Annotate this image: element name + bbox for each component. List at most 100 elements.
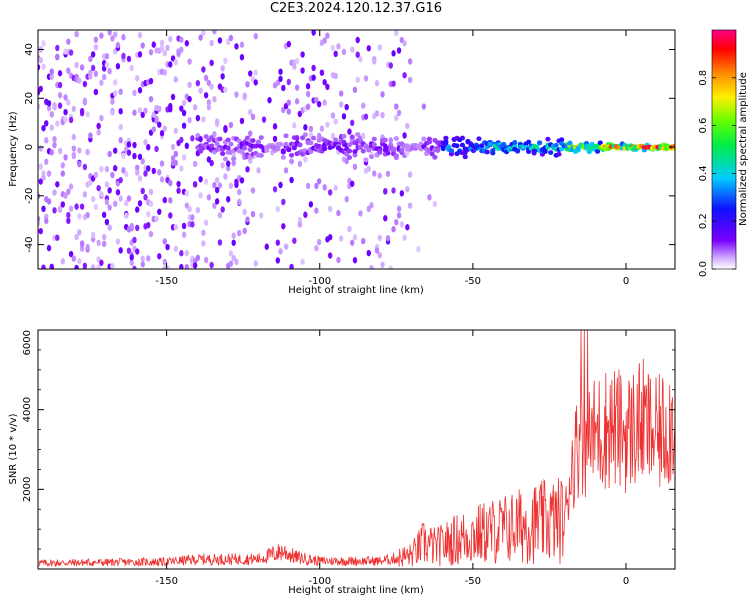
spectrogram-cell xyxy=(104,52,110,60)
spectrogram-cell xyxy=(107,150,112,158)
spectrogram-cell xyxy=(168,35,173,43)
spectrogram-cell xyxy=(173,245,179,253)
snr-x-axis: -150 -100 -50 0 xyxy=(155,330,629,587)
snr-y-axis: 2000 4000 6000 xyxy=(22,329,675,550)
spectrogram-cell xyxy=(358,210,363,217)
spectrogram-cell xyxy=(407,202,413,209)
spectrogram-cell xyxy=(38,57,43,64)
spectrogram-cell xyxy=(220,73,225,80)
spectrogram-cell xyxy=(135,164,140,171)
spectrogram-cell xyxy=(380,111,385,119)
spectrogram-cell xyxy=(383,188,388,195)
spectrogram-cell xyxy=(228,141,234,147)
spectrogram-cell xyxy=(170,143,176,151)
spectrogram-x-tick-label: -150 xyxy=(155,276,178,287)
spectrogram-cell xyxy=(346,155,353,160)
spectrogram-cell xyxy=(132,89,137,97)
spectrogram-cell xyxy=(462,154,468,160)
spectrogram-cell xyxy=(214,118,220,125)
spectrogram-cell xyxy=(71,133,77,141)
spectrogram-cell xyxy=(38,178,43,185)
spectrogram-cell xyxy=(104,199,110,206)
spectrogram-cell xyxy=(330,44,336,52)
spectrogram-cell xyxy=(57,205,63,212)
spectrogram-cell xyxy=(388,265,393,269)
spectrogram-cell xyxy=(148,49,154,56)
spectrogram-cell xyxy=(157,169,162,176)
spectrogram-cell xyxy=(157,105,162,113)
spectrogram-cell xyxy=(286,78,292,86)
spectrogram-cell xyxy=(355,76,360,83)
spectrogram-cell xyxy=(223,86,228,94)
spectrogram-cell xyxy=(101,240,107,248)
spectrogram-cell xyxy=(314,182,319,190)
spectrogram-cell xyxy=(151,167,156,175)
spectrogram-cell xyxy=(201,240,206,247)
spectrogram-cell xyxy=(432,154,438,160)
spectrogram-cell xyxy=(374,110,380,117)
spectrogram-cell xyxy=(110,98,115,105)
spectrogram-cell xyxy=(126,247,132,254)
spectrogram-cell xyxy=(162,69,167,76)
spectrogram-cell xyxy=(448,151,455,157)
spectrogram-cell xyxy=(366,249,371,257)
spectrogram-cell xyxy=(258,153,264,158)
spectrogram-y-tick-label: 20 xyxy=(24,92,35,105)
spectrogram-cell xyxy=(286,147,292,153)
spectrogram-cell xyxy=(124,199,129,207)
spectrogram-cell xyxy=(60,162,66,169)
spectrogram-cell xyxy=(316,238,322,246)
spectrogram-cell xyxy=(66,38,71,45)
spectrogram-cell xyxy=(341,113,347,120)
spectrogram-cell xyxy=(377,44,382,51)
spectrogram-cell xyxy=(192,104,198,111)
spectrogram-cell xyxy=(374,247,380,254)
spectrogram-cell xyxy=(308,125,314,133)
spectrogram-cell xyxy=(405,185,410,193)
spectrogram-cell xyxy=(82,163,88,171)
spectrogram-cell xyxy=(209,59,214,67)
spectrogram-cell xyxy=(151,126,156,133)
spectrogram-cell xyxy=(385,235,391,242)
spectrogram-y-axis: -40 -20 0 20 40 xyxy=(24,43,675,253)
spectrogram-cell xyxy=(170,55,176,62)
spectrogram-cell xyxy=(44,120,49,127)
spectrogram-cell xyxy=(344,103,349,111)
spectrogram-cell xyxy=(322,79,327,86)
spectrogram-cell xyxy=(361,237,366,245)
spectrogram-cell xyxy=(168,197,173,204)
spectrogram-cell xyxy=(225,165,231,172)
spectrogram-cell xyxy=(93,70,99,77)
spectrogram-cell xyxy=(220,206,225,213)
spectrogram-cell xyxy=(88,69,93,76)
spectrogram-cell xyxy=(377,251,382,259)
spectrogram-cell xyxy=(104,61,110,69)
spectrogram-cell xyxy=(368,154,375,160)
spectrogram-cell xyxy=(52,207,57,214)
spectrogram-cell xyxy=(350,180,355,187)
spectrogram-cell xyxy=(132,141,137,149)
spectrogram-cell xyxy=(363,75,369,82)
spectrogram-cell xyxy=(429,151,435,157)
spectrogram-cell xyxy=(179,36,184,43)
spectrogram-cell xyxy=(399,221,405,228)
spectrogram-cell xyxy=(195,206,201,214)
spectrogram-cell xyxy=(247,147,253,153)
spectrogram-cell xyxy=(223,173,228,180)
spectrogram-cell xyxy=(179,263,184,269)
spectrogram-cell xyxy=(93,171,99,179)
spectrogram-cell xyxy=(82,99,88,106)
spectrogram-cell xyxy=(214,186,220,194)
spectrogram-cell xyxy=(85,148,90,156)
spectrogram-cell xyxy=(96,122,101,130)
spectrogram-cell xyxy=(118,123,123,131)
spectrogram-cell xyxy=(250,138,256,143)
spectrogram-cell xyxy=(325,121,330,128)
spectrogram-cell xyxy=(201,30,206,36)
spectrogram-cell xyxy=(391,50,396,57)
spectrogram-cell xyxy=(338,90,344,97)
spectrogram-cell xyxy=(49,73,54,80)
spectrogram-cell xyxy=(281,106,286,114)
spectrogram-cell xyxy=(101,211,107,219)
spectrogram-cell xyxy=(292,237,297,244)
